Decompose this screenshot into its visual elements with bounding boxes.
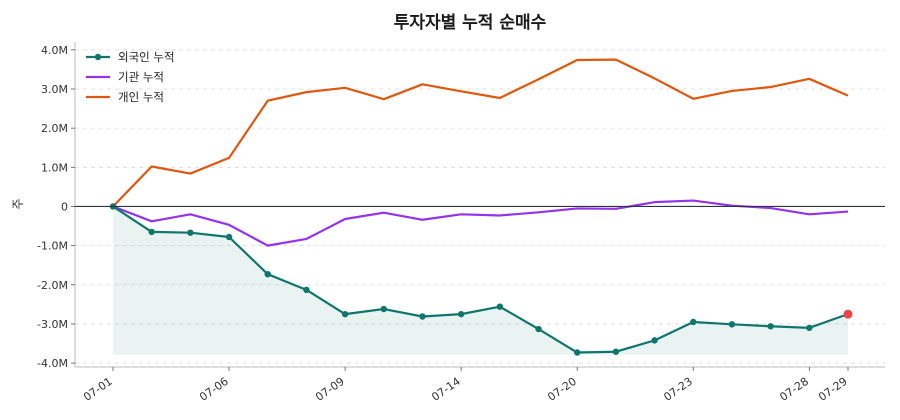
y-tick-label: -4.0M (37, 357, 68, 370)
x-tick-label: 07-09 (313, 375, 347, 404)
series-line (112, 58, 849, 208)
data-point (341, 310, 349, 318)
highlight-point (843, 309, 853, 319)
data-point (651, 337, 658, 344)
data-point (690, 318, 697, 326)
data-point (380, 305, 387, 313)
chart-title: 투자자별 누적 순매수 (394, 13, 547, 33)
data-point (806, 324, 813, 332)
y-tick-label: -2.0M (37, 279, 68, 292)
x-tick-label: 07-01 (81, 375, 115, 404)
axes (74, 42, 885, 368)
y-tick-label: 3.0M (41, 83, 68, 96)
data-point (496, 303, 504, 310)
area-layer (113, 206, 848, 355)
x-tick-label: 07-29 (816, 375, 850, 404)
x-tick-label: 07-28 (777, 375, 811, 404)
y-tick-label: 1.0M (41, 161, 68, 174)
data-point (187, 229, 194, 236)
data-point (612, 348, 620, 355)
legend-label: 기관 누적 (118, 70, 164, 84)
data-point (225, 233, 233, 241)
y-tick-label: 4.0M (41, 44, 68, 57)
data-point (767, 323, 774, 330)
data-point (303, 286, 310, 294)
legend-label: 외국인 누적 (118, 50, 175, 64)
data-point (148, 228, 155, 236)
series-layer (109, 58, 853, 356)
x-tick-label: 07-14 (429, 375, 463, 404)
y-axis-ticks: 4.0M 3.0M 2.0M 1.0M 0 -1.0M -2.0M -3.0M -4.0M (37, 44, 75, 370)
legend-label: 개인 누적 (118, 90, 164, 104)
x-tick-label: 07-23 (661, 375, 695, 404)
x-tick-label: 07-20 (545, 375, 579, 404)
y-tick-label: 2.0M (41, 122, 68, 135)
x-tick-label: 07-06 (197, 375, 231, 404)
legend-marker (94, 53, 102, 61)
data-point (574, 349, 581, 356)
data-point (728, 321, 736, 328)
series-area (113, 206, 848, 355)
series-line (112, 199, 849, 247)
series-line (112, 205, 849, 354)
y-tick-label: -3.0M (37, 318, 68, 331)
y-tick-label: -1.0M (37, 240, 68, 253)
data-point (457, 310, 465, 318)
y-axis-label: 주 (11, 198, 25, 209)
x-axis-ticks: 07-01 07-06 07-09 07-14 07-20 07-23 07-28 07-29 (81, 367, 850, 404)
data-point (419, 313, 426, 320)
data-point (264, 270, 271, 278)
data-point (535, 325, 542, 333)
y-tick-label: 0 (61, 200, 68, 213)
